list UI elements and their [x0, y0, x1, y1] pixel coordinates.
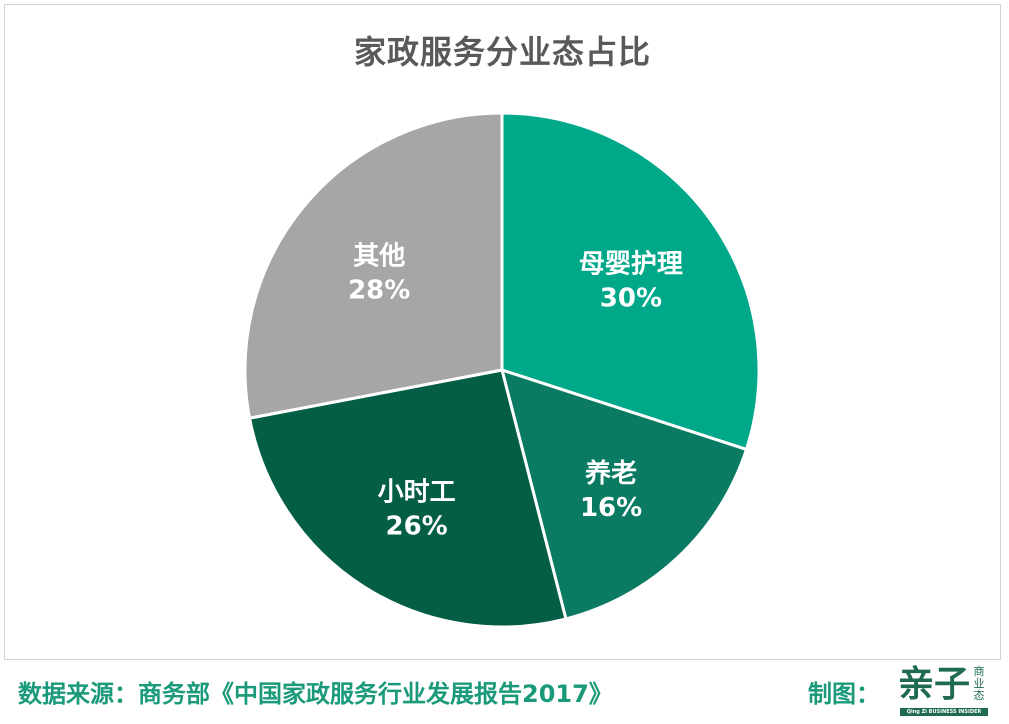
data-source-note: 数据来源：商务部《中国家政服务行业发展报告2017》 [18, 680, 613, 708]
pie-slice-0 [500, 111, 761, 452]
logo-tagline: Qing Zi BUSINESS INSIDER [900, 708, 988, 716]
slice-label-3: 其他 [353, 241, 405, 271]
slice-label-1: 养老 [584, 458, 637, 489]
logo-side-text: 商业态 [973, 665, 985, 702]
pie-slice-2 [247, 368, 568, 629]
brand-logo: 亲子 商业态 Qing Zi BUSINESS INSIDER [898, 664, 994, 720]
pie-labels: 母婴护理 30% 养老 16% 小时工 26% 其他 28% [348, 241, 683, 541]
slice-value-1: 16% [580, 493, 642, 523]
pie-slices [243, 111, 761, 629]
slice-value-3: 28% [348, 275, 410, 305]
chart-credit: 制图： [808, 680, 880, 708]
slice-label-2: 小时工 [378, 478, 456, 508]
chart-title: 家政服务分业态占比 [353, 33, 651, 71]
slice-label-0: 母婴护理 [579, 249, 683, 279]
pie-slice-3 [243, 111, 504, 420]
pie-chart: 母婴护理 30% 养老 16% 小时工 26% 其他 28% [243, 111, 761, 629]
pie-slice-1 [499, 367, 749, 621]
slice-value-0: 30% [600, 283, 662, 313]
slice-value-2: 26% [386, 512, 448, 542]
logo-main-text: 亲子 [898, 663, 971, 705]
